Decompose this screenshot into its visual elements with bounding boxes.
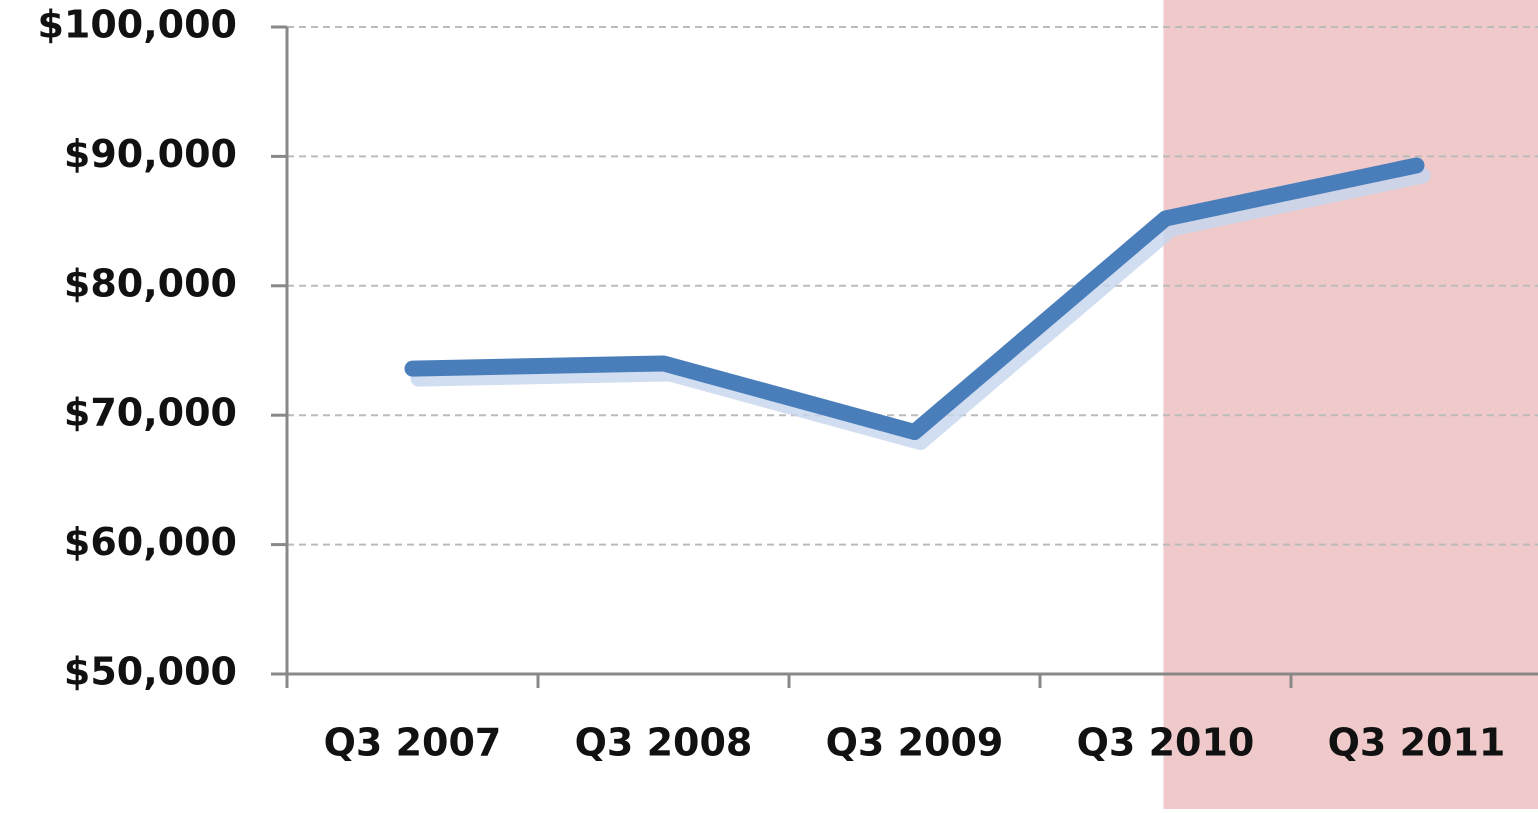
- y-tick-label: $70,000: [64, 391, 237, 435]
- forecast-shade: [1164, 0, 1538, 809]
- y-tick-label: $60,000: [64, 520, 237, 564]
- x-tick-label: Q3 2007: [324, 721, 502, 765]
- x-tick-label: Q3 2008: [575, 721, 753, 765]
- x-tick-label: Q3 2011: [1328, 721, 1506, 765]
- y-tick-label: $80,000: [64, 261, 237, 305]
- x-tick-label: Q3 2009: [826, 721, 1004, 765]
- y-tick-label: $100,000: [37, 3, 237, 47]
- y-tick-label: $90,000: [64, 132, 237, 176]
- x-tick-label: Q3 2010: [1077, 721, 1255, 765]
- y-tick-label: $50,000: [64, 650, 237, 694]
